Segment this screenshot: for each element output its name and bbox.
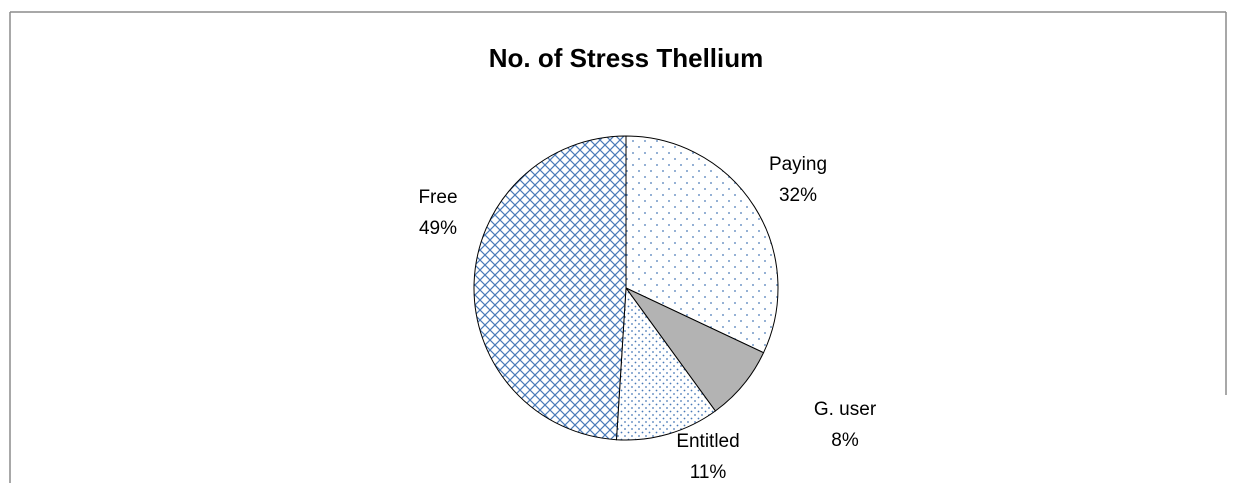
slice-value-label: 49%	[419, 218, 457, 239]
slice-label: Paying	[769, 154, 827, 175]
pie-slice	[473, 135, 627, 441]
slice-label: G. user	[814, 399, 877, 420]
slice-label: Free	[418, 187, 457, 208]
slice-label: Entitled	[676, 431, 739, 452]
pie-slice	[615, 286, 717, 441]
slice-value-label: 32%	[779, 185, 817, 206]
chart-frame	[9, 11, 1227, 483]
pie-slice	[625, 135, 779, 354]
chart-title: No. of Stress Thellium	[489, 43, 764, 73]
slice-value-label: 8%	[831, 430, 859, 451]
slice-value-label: 11%	[690, 462, 727, 483]
